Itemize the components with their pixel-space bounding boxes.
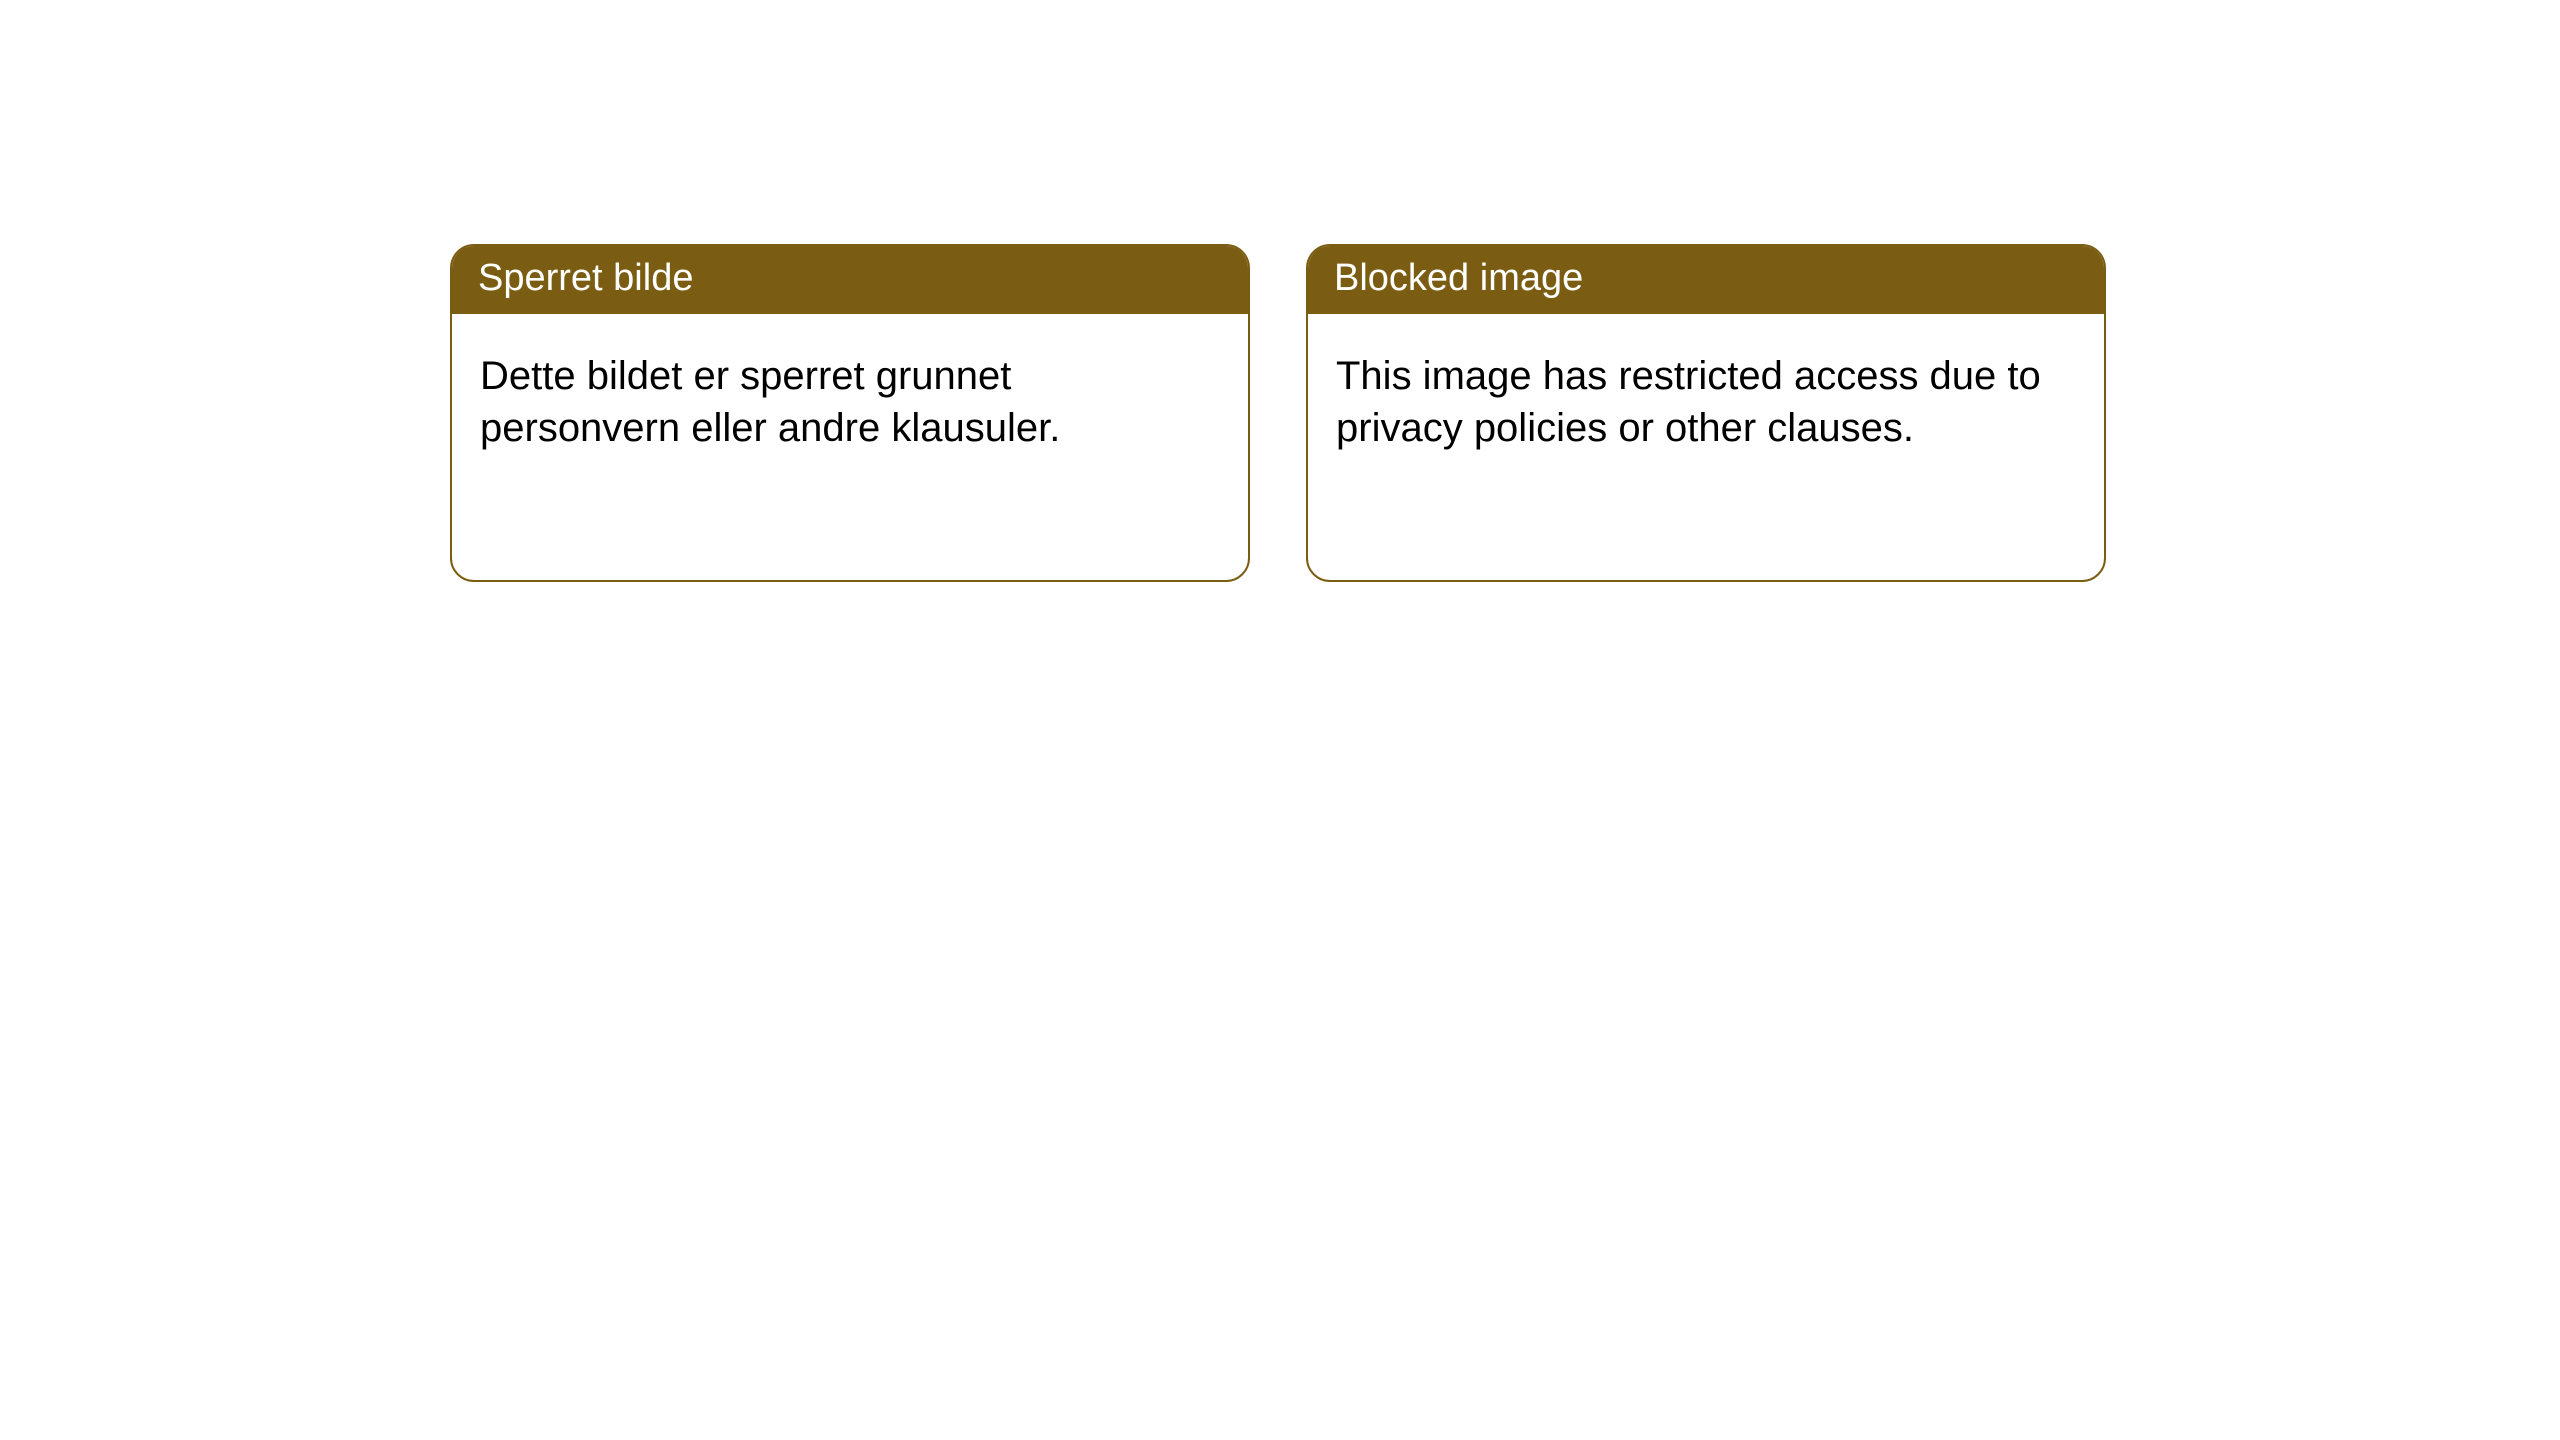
notice-card-english: Blocked image This image has restricted … [1306,244,2106,582]
notice-title-english: Blocked image [1308,246,2104,314]
notice-container: Sperret bilde Dette bildet er sperret gr… [0,0,2560,582]
notice-body-english: This image has restricted access due to … [1308,314,2104,490]
notice-body-norwegian: Dette bildet er sperret grunnet personve… [452,314,1248,490]
notice-title-norwegian: Sperret bilde [452,246,1248,314]
notice-card-norwegian: Sperret bilde Dette bildet er sperret gr… [450,244,1250,582]
